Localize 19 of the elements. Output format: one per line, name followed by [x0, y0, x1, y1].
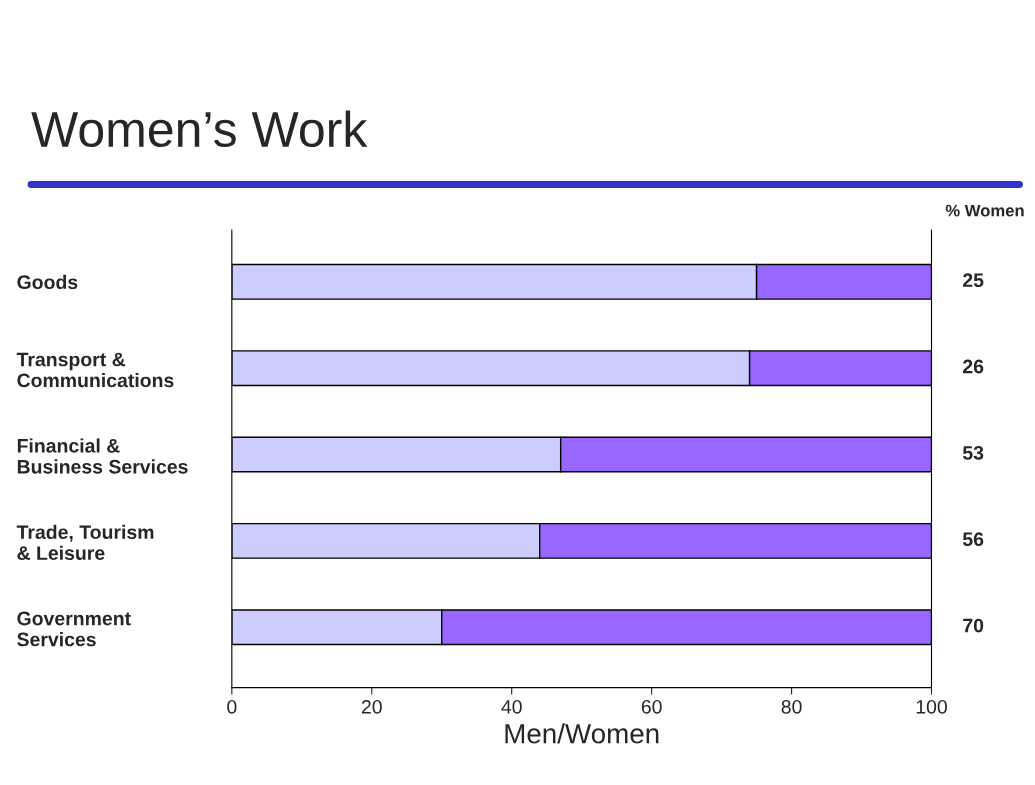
- y-tick-label: Goods: [17, 274, 78, 290]
- y-tick-label: Government Services: [17, 611, 131, 647]
- data-label: 25: [963, 273, 984, 288]
- x-axis-title: Men/Women: [505, 723, 659, 744]
- data-label: 53: [962, 445, 984, 460]
- text: % Women: [945, 204, 1024, 217]
- y-tick-label: Transport & Communications: [16, 352, 174, 388]
- x-tick-label: 0: [227, 699, 237, 714]
- x-tick-label: 20: [361, 699, 382, 714]
- data-label: 26: [963, 359, 984, 374]
- x-tick-label: 80: [781, 699, 802, 714]
- x-tick-label: 40: [501, 699, 522, 714]
- x-tick-label: 60: [641, 699, 662, 714]
- data-label: 70: [963, 618, 984, 633]
- y-tick-label: Financial & Business Services: [17, 438, 188, 474]
- chart-title: Women’s Work: [31, 110, 368, 148]
- y-tick-label: Trade, Tourism & Leisure: [16, 524, 154, 560]
- data-label: 56: [962, 532, 984, 547]
- x-tick-label: 100: [916, 699, 947, 714]
